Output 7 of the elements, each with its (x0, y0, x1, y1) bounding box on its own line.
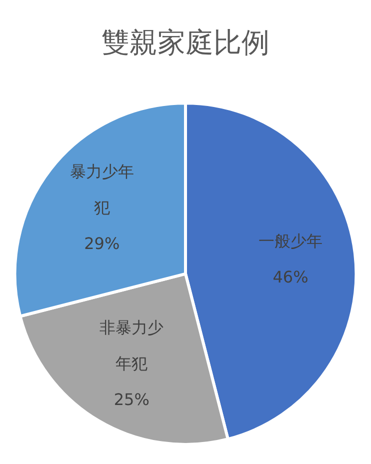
data-label: 29% (84, 234, 120, 254)
slice-label: 暴力少年犯 (70, 162, 134, 218)
slice-label: 一般少年 (258, 232, 322, 251)
chart-title: 雙親家庭比例 (102, 26, 270, 60)
data-label: 25% (114, 390, 150, 410)
data-label: 46% (272, 268, 308, 287)
slice-label: 非暴力少年犯 (100, 318, 164, 374)
